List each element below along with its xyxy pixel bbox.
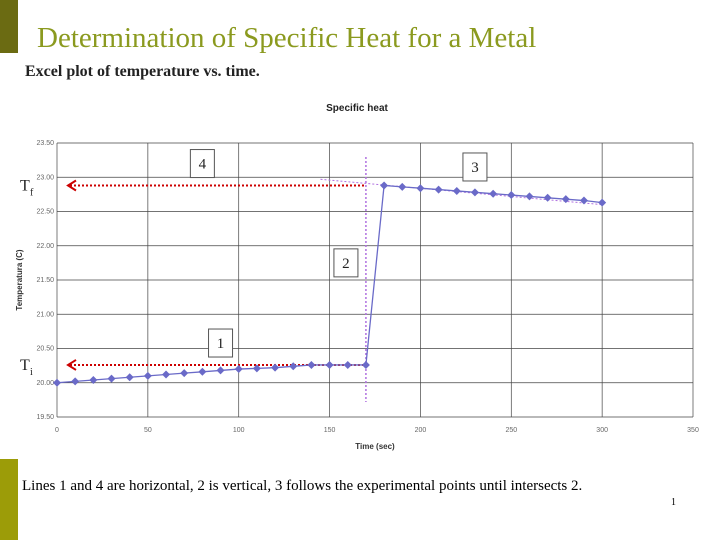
y-axis-label: Temperatura (C): [15, 249, 24, 311]
label-box-text: 4: [199, 157, 207, 173]
x-tick-label: 350: [687, 427, 699, 434]
label-box-3: [462, 152, 488, 182]
data-point: [289, 362, 298, 371]
data-point: [489, 189, 498, 198]
data-point: [398, 182, 407, 191]
data-point: [180, 369, 189, 378]
tick-labels: 0 50 100 150 200 250 300 350 19.50 20.00 20.50 21.0…: [36, 140, 698, 434]
x-tick-label: 0: [55, 427, 59, 434]
data-point: [325, 360, 334, 369]
data-point: [380, 181, 389, 190]
y-tick-label: 21.50: [36, 277, 54, 284]
data-point: [361, 360, 370, 369]
data-point: [525, 192, 534, 201]
y-tick-label: 22.00: [36, 243, 54, 250]
accent-bar-bottom: [0, 459, 18, 540]
slide-caption: Lines 1 and 4 are horizontal, 2 is verti…: [22, 478, 583, 494]
y-tick-label: 20.00: [36, 380, 54, 387]
y-tick-label: 21.00: [36, 311, 54, 318]
grid: [56, 142, 694, 418]
y-tick-label: 19.50: [36, 414, 54, 421]
data-point: [107, 374, 116, 383]
data-point: [143, 371, 152, 380]
data-point: [53, 378, 61, 387]
data-point: [234, 365, 243, 374]
slide-title: Determination of Specific Heat for a Met…: [37, 22, 537, 54]
label-box-text: 1: [217, 336, 225, 352]
x-tick-label: 200: [415, 427, 427, 434]
page-number: 1: [671, 497, 676, 508]
arrowhead-ti: [66, 359, 77, 371]
data-point: [307, 360, 316, 369]
x-tick-label: 100: [233, 427, 245, 434]
label-box-text: 3: [471, 160, 479, 176]
series: [53, 181, 607, 387]
label-box-text: 2: [342, 256, 350, 272]
chart-title: Specific heat: [326, 103, 388, 114]
data-point: [598, 198, 607, 207]
data-point: [271, 363, 280, 372]
data-point: [434, 185, 443, 194]
extrapolation-line-3: [320, 178, 603, 206]
y-tick-label: 20.50: [36, 346, 54, 353]
data-point: [452, 186, 461, 195]
x-axis-label: Time (sec): [355, 442, 395, 451]
data-point: [89, 376, 98, 385]
data-point: [543, 193, 552, 202]
x-tick-label: 150: [324, 427, 336, 434]
x-tick-label: 300: [596, 427, 608, 434]
label-ti-sub: i: [30, 367, 33, 378]
label-tf: T: [20, 177, 30, 194]
data-point: [125, 373, 134, 382]
data-point: [252, 364, 261, 373]
data-point: [198, 367, 207, 376]
data-point: [579, 196, 588, 205]
slide-subtitle: Excel plot of temperature vs. time.: [25, 63, 260, 80]
label-box-2: [333, 248, 359, 278]
y-tick-label: 23.50: [36, 140, 54, 147]
data-point: [470, 188, 479, 197]
data-point: [162, 370, 171, 379]
data-point: [416, 184, 425, 193]
data-point: [216, 366, 225, 375]
x-tick-label: 50: [144, 427, 152, 434]
data-point: [561, 195, 570, 204]
arrowhead-tf: [66, 179, 77, 192]
label-box-1: [208, 328, 234, 358]
y-tick-label: 22.50: [36, 209, 54, 216]
x-tick-label: 250: [505, 427, 517, 434]
y-tick-label: 23.00: [36, 174, 54, 181]
accent-bar-top: [0, 0, 18, 53]
label-ti: T: [20, 357, 30, 374]
data-point: [343, 360, 352, 369]
label-box-4: [189, 149, 215, 179]
label-tf-sub: f: [30, 187, 34, 198]
data-point: [507, 191, 516, 200]
data-point: [71, 377, 80, 386]
